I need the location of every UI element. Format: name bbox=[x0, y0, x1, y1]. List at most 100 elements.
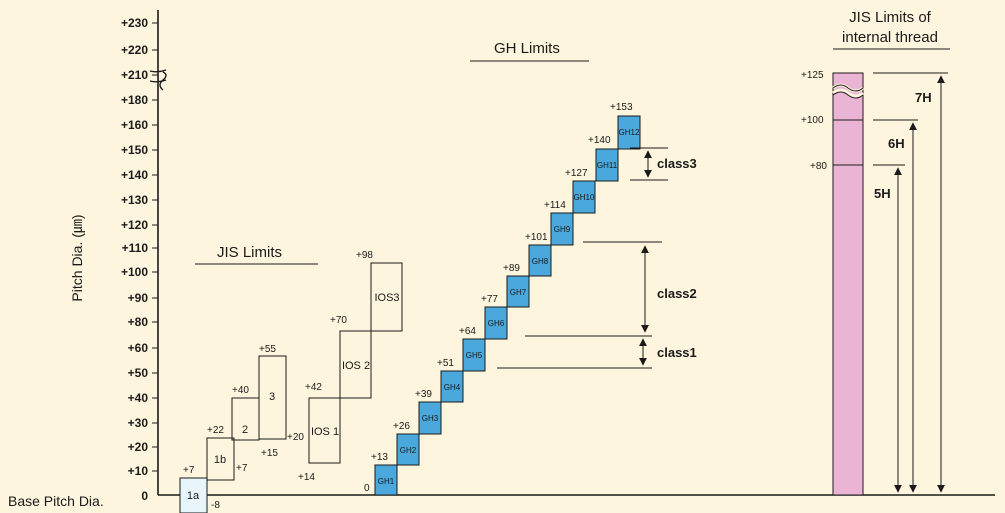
gh-box-label: GH12 bbox=[619, 128, 640, 137]
tick-label: +50 bbox=[128, 366, 149, 380]
box-ios1-label: IOS 1 bbox=[311, 426, 339, 438]
tick-label: +120 bbox=[121, 218, 148, 232]
value-label: +100 bbox=[801, 115, 824, 126]
5h-label: 5H bbox=[874, 186, 891, 201]
value-label: +153 bbox=[610, 102, 633, 113]
value-label: +22 bbox=[207, 425, 224, 436]
value-label: +98 bbox=[356, 250, 373, 261]
base-pitch-label: Base Pitch Dia. bbox=[8, 493, 104, 509]
tick-label: +110 bbox=[122, 241, 149, 255]
box-gh12 bbox=[617, 115, 641, 150]
tick-label: +10 bbox=[128, 464, 149, 478]
tick-label: +60 bbox=[128, 341, 149, 355]
gh-box-label: GH10 bbox=[574, 193, 595, 202]
value-label: +55 bbox=[259, 344, 276, 355]
gh-box-label: GH1 bbox=[378, 477, 395, 486]
value-label: +13 bbox=[371, 452, 388, 463]
box-gh2 bbox=[396, 433, 420, 466]
y-axis-label: Pitch Dia. (㎛) bbox=[69, 214, 86, 301]
value-label: +14 bbox=[298, 472, 315, 483]
box-3-label: 3 bbox=[269, 391, 275, 403]
box-1b bbox=[206, 437, 235, 481]
value-label: +39 bbox=[415, 389, 432, 400]
value-label: 0 bbox=[364, 483, 370, 494]
gh-box-label: GH2 bbox=[400, 446, 417, 455]
value-label: -8 bbox=[211, 500, 220, 511]
internal-title-line1: JIS Limits of bbox=[849, 9, 932, 26]
value-label: +26 bbox=[393, 421, 410, 432]
tick-label: +220 bbox=[121, 43, 148, 57]
tick-label: +80 bbox=[128, 315, 149, 329]
gh-box-label: GH11 bbox=[597, 161, 618, 170]
tick-label: +100 bbox=[121, 265, 148, 279]
box-ios3-label: IOS3 bbox=[374, 292, 399, 304]
box-gh8 bbox=[528, 244, 552, 277]
value-label: +64 bbox=[459, 326, 476, 337]
value-label: +7 bbox=[183, 465, 195, 476]
value-label: +7 bbox=[236, 463, 248, 474]
tick-label: +90 bbox=[128, 291, 149, 305]
tick-label: +210 bbox=[121, 68, 148, 82]
class2-label: class2 bbox=[657, 286, 697, 301]
value-label: +127 bbox=[565, 168, 588, 179]
box-gh10 bbox=[572, 180, 596, 214]
tick-label: +20 bbox=[128, 440, 149, 454]
gh-limits-title: GH Limits bbox=[494, 40, 560, 57]
class1-label: class1 bbox=[657, 345, 697, 360]
value-label: +101 bbox=[525, 232, 548, 243]
tick-label: +230 bbox=[121, 16, 148, 30]
7h-label: 7H bbox=[915, 90, 932, 105]
box-gh1 bbox=[374, 464, 398, 496]
tick-label: +180 bbox=[121, 93, 148, 107]
value-label: +114 bbox=[544, 200, 566, 211]
box-gh6 bbox=[484, 306, 508, 340]
box-1a-label: 1a bbox=[187, 490, 200, 502]
tick-label: +140 bbox=[121, 168, 148, 182]
tick-label: +130 bbox=[121, 193, 148, 207]
value-label: +15 bbox=[261, 448, 278, 459]
tick-label: +160 bbox=[121, 118, 148, 132]
value-label: +140 bbox=[588, 135, 611, 146]
value-label: +70 bbox=[330, 315, 347, 326]
box-1b-label: 1b bbox=[214, 454, 226, 466]
tick-label-zero: 0 bbox=[141, 489, 148, 503]
y-axis-ticks bbox=[152, 22, 158, 472]
box-gh4 bbox=[440, 370, 464, 403]
6h-label: 6H bbox=[888, 136, 905, 151]
box-3 bbox=[258, 355, 287, 440]
box-ios3 bbox=[370, 262, 403, 332]
value-label: +42 bbox=[305, 382, 322, 393]
gh-boxes bbox=[374, 115, 641, 496]
box-gh9 bbox=[550, 212, 574, 246]
gh-box-label: GH6 bbox=[488, 319, 505, 328]
jis-limits-title: JIS Limits bbox=[217, 244, 282, 261]
box-ios1 bbox=[308, 397, 341, 464]
tick-label: +150 bbox=[121, 143, 148, 157]
value-label: +51 bbox=[437, 358, 454, 369]
tick-label: +30 bbox=[128, 416, 149, 430]
value-label: +20 bbox=[287, 432, 304, 443]
box-ios2 bbox=[339, 330, 372, 399]
box-2-label: 2 bbox=[242, 424, 248, 436]
value-label: +89 bbox=[503, 263, 520, 274]
internal-thread-bar bbox=[832, 72, 864, 496]
value-label: +80 bbox=[810, 161, 827, 172]
gh-box-label: GH7 bbox=[510, 288, 527, 297]
box-gh5 bbox=[462, 338, 486, 372]
value-label: +77 bbox=[481, 294, 498, 305]
box-gh3 bbox=[418, 401, 442, 435]
class3-label: class3 bbox=[657, 156, 697, 171]
box-gh7 bbox=[506, 275, 530, 308]
internal-title-line2: internal thread bbox=[842, 29, 938, 46]
axis-break-icon bbox=[149, 69, 167, 83]
value-label: +125 bbox=[801, 70, 824, 81]
box-gh11 bbox=[595, 148, 619, 182]
value-label: +40 bbox=[232, 385, 249, 396]
gh-box-label: GH9 bbox=[554, 225, 571, 234]
gh-box-label: GH8 bbox=[532, 257, 549, 266]
box-1a bbox=[179, 477, 208, 513]
gh-box-label: GH4 bbox=[444, 383, 461, 392]
gh-box-label: GH3 bbox=[422, 414, 439, 423]
tick-label: +40 bbox=[128, 391, 149, 405]
